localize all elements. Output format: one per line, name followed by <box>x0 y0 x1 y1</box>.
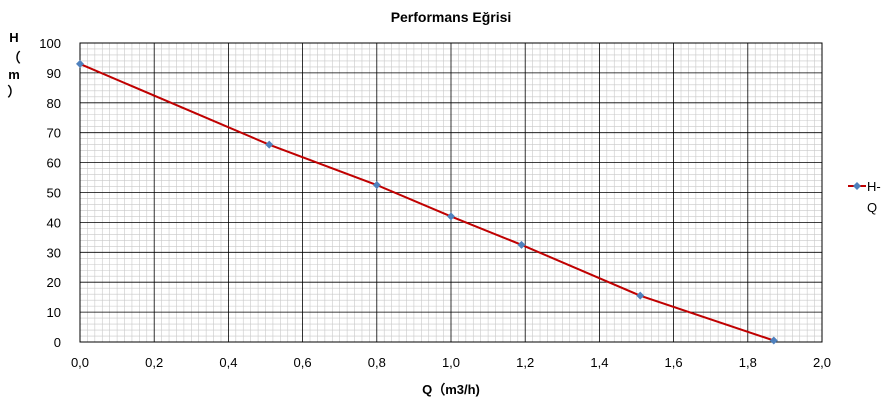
x-tick-label: 0,4 <box>219 355 237 370</box>
y-tick-label: 20 <box>47 275 61 290</box>
y-axis-title-line-1: H <box>9 30 18 45</box>
x-tick-label: 1,4 <box>590 355 608 370</box>
x-tick-label: 1,6 <box>665 355 683 370</box>
data-point <box>636 291 645 300</box>
chart-title: Performans Eğrisi <box>391 9 512 25</box>
y-tick-label: 60 <box>47 156 61 171</box>
major-grid <box>80 43 822 342</box>
x-tick-label: 1,2 <box>516 355 534 370</box>
x-tick-label: 0,0 <box>71 355 89 370</box>
data-point <box>517 240 526 249</box>
legend-label-line-1: H- <box>867 179 881 194</box>
series-h-q <box>76 59 778 345</box>
data-point <box>265 140 274 149</box>
y-axis-title-line-4: ） <box>7 84 20 99</box>
x-tick-label: 0,2 <box>145 355 163 370</box>
y-tick-label: 0 <box>54 335 61 350</box>
y-tick-labels: 0 10 20 30 40 50 60 70 80 90 100 <box>39 36 61 350</box>
plot-area-border <box>79 42 823 343</box>
y-tick-label: 80 <box>47 96 61 111</box>
y-tick-label: 90 <box>47 66 61 81</box>
y-tick-label: 30 <box>47 245 61 260</box>
legend: H- Q <box>848 179 881 215</box>
y-axis-title: H （ m ） <box>7 30 20 99</box>
data-point <box>447 212 455 221</box>
y-tick-label: 70 <box>47 126 61 141</box>
x-tick-labels: 0,0 0,2 0,4 0,6 0,8 1,0 1,2 1,4 1,6 1,8 2,0 <box>71 355 831 370</box>
x-tick-label: 0,6 <box>294 355 312 370</box>
y-tick-label: 50 <box>47 186 61 201</box>
x-tick-label: 0,8 <box>368 355 386 370</box>
y-axis-title-line-3: m <box>8 67 20 82</box>
x-tick-label: 1,8 <box>739 355 757 370</box>
x-tick-label: 2,0 <box>813 355 831 370</box>
data-point <box>76 59 84 68</box>
y-tick-label: 100 <box>39 36 61 51</box>
x-axis-title: Q（m3/h) <box>422 382 480 397</box>
legend-label-line-2: Q <box>867 200 877 215</box>
x-tick-label: 1,0 <box>442 355 460 370</box>
y-axis-title-line-2: （ <box>7 50 20 65</box>
legend-marker-swatch <box>853 182 861 190</box>
y-tick-label: 10 <box>47 305 61 320</box>
data-point <box>372 181 381 190</box>
y-tick-label: 40 <box>47 215 61 230</box>
data-point <box>769 336 778 345</box>
